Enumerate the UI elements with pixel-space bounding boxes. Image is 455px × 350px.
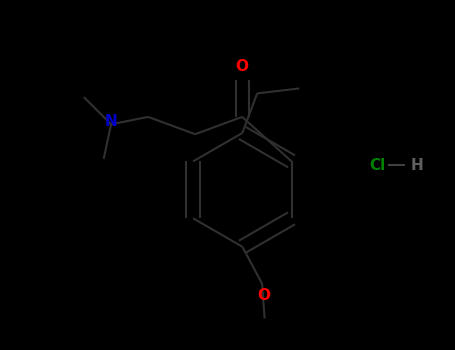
Text: H: H [410,158,423,173]
Text: O: O [236,59,248,74]
Text: Cl: Cl [369,158,386,173]
Text: N: N [105,114,117,130]
Text: O: O [258,288,271,303]
